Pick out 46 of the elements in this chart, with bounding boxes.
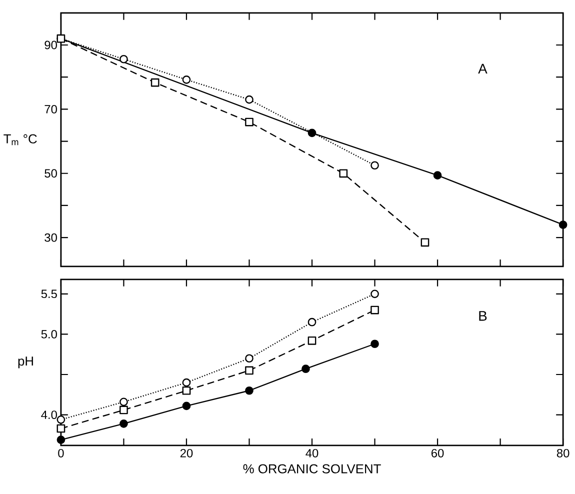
point [433,171,442,180]
point [56,415,66,424]
point [120,406,128,414]
y-tick-label: 5.5 [41,290,57,298]
x-axis-title: % ORGANIC SOLVENT [243,464,381,474]
y-tick-label: 70 [44,104,57,114]
point [182,386,191,395]
point [420,238,430,246]
point [370,340,379,348]
point [558,220,568,229]
point [245,95,254,104]
annotation: B [479,311,487,321]
point [370,306,379,314]
y-axis-title: pH [18,356,33,368]
point [308,128,316,138]
point [302,364,310,373]
y-tick-label: 30 [44,233,57,242]
y-tick-label: 4.0 [41,410,57,419]
y-tick-label: 90 [44,40,57,50]
y-tick-label: 5.0 [41,330,57,338]
point [182,402,191,410]
point [245,354,254,362]
point [150,78,160,87]
point [308,318,316,326]
point [120,419,128,428]
x-tick-label: 80 [556,448,570,458]
x-tick-label: 20 [180,448,193,458]
x-tick-label: 40 [306,448,318,458]
y-tick-label: 50 [44,169,57,178]
point [308,336,316,345]
point [120,398,128,406]
point [120,54,128,64]
point [182,75,191,84]
y-axis-title: T$_{m}$ °C [4,134,37,146]
point [245,118,254,126]
point [339,169,348,178]
point [56,436,66,444]
x-tick-label: 60 [432,448,444,458]
annotation: A [478,64,488,74]
point [245,386,254,395]
point [182,378,191,387]
point [370,161,379,170]
point [370,290,379,298]
point [245,366,254,375]
x-tick-label: 0 [58,448,64,458]
point [56,424,66,433]
